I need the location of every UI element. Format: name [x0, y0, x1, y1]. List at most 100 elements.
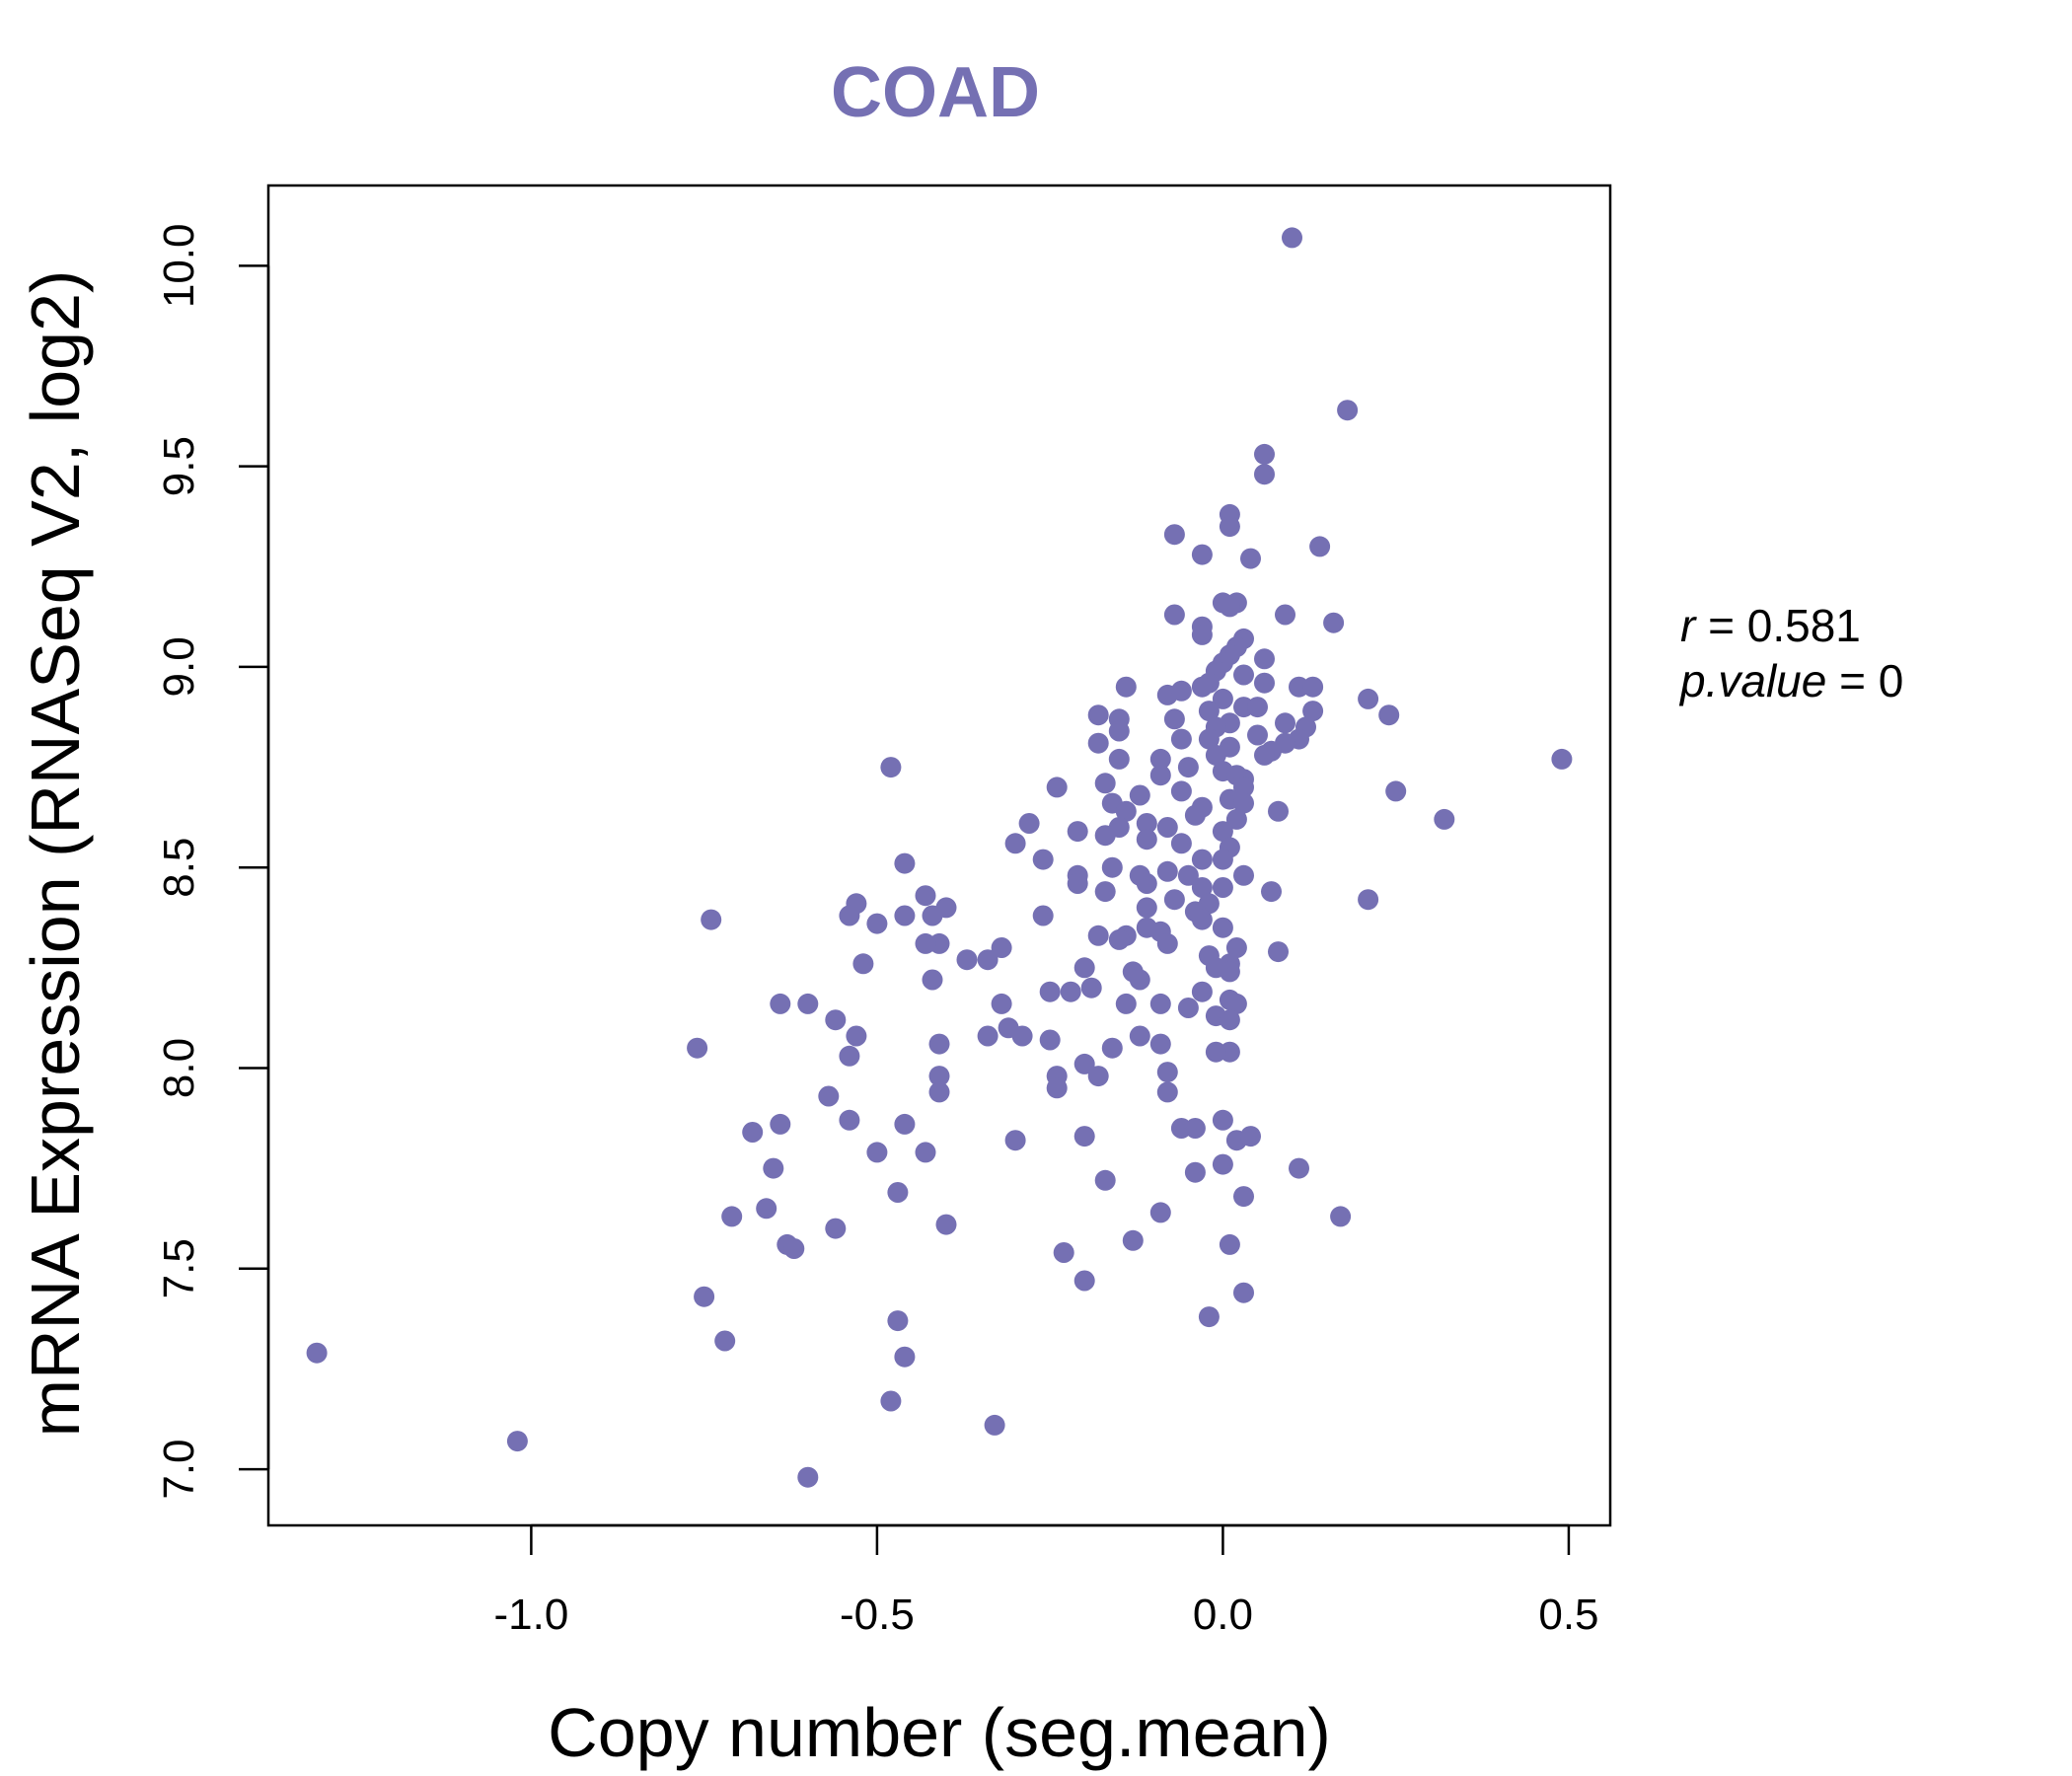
data-point	[1337, 400, 1359, 421]
data-point	[1011, 1025, 1033, 1047]
data-point	[506, 1431, 528, 1452]
data-point	[1233, 864, 1254, 886]
data-point	[701, 909, 722, 930]
data-point	[770, 993, 791, 1014]
data-point	[1191, 676, 1213, 698]
chart-title: COAD	[831, 53, 1040, 132]
data-point	[1149, 748, 1171, 770]
data-point	[1170, 780, 1192, 802]
data-point	[1067, 873, 1088, 894]
data-point	[1177, 864, 1199, 886]
r-value: 0.581	[1747, 600, 1861, 651]
data-point	[1254, 464, 1275, 485]
data-point	[1046, 1077, 1068, 1099]
data-point	[1191, 544, 1213, 565]
data-point	[1233, 792, 1254, 814]
data-point	[1053, 1242, 1074, 1263]
data-point	[1136, 829, 1157, 851]
data-point	[887, 1182, 909, 1203]
data-point	[1247, 697, 1268, 718]
y-axis: 7.0 7.5 8.0 8.5 9.0 9.5 10.0	[155, 223, 270, 1500]
data-point	[1219, 961, 1240, 983]
data-point	[1233, 1186, 1254, 1208]
data-point	[1205, 744, 1226, 766]
data-point	[1205, 1041, 1226, 1063]
data-point	[991, 993, 1012, 1014]
data-point	[1094, 825, 1116, 847]
data-point	[922, 905, 943, 926]
data-point	[1073, 1126, 1095, 1147]
data-point	[1378, 704, 1400, 726]
data-point	[1067, 821, 1088, 843]
data-point	[1254, 672, 1275, 694]
data-point	[1149, 765, 1171, 786]
data-point	[1289, 1157, 1309, 1179]
plot-frame	[266, 184, 1612, 1527]
data-point	[1275, 712, 1295, 734]
data-point	[1018, 813, 1040, 834]
data-point	[1080, 977, 1102, 999]
data-point	[825, 1009, 847, 1031]
y-tick-label: 8.5	[155, 838, 203, 898]
x-axis: -1.0 -0.5 0.0 0.5	[493, 1523, 1599, 1639]
data-point	[1212, 688, 1233, 709]
data-point	[956, 949, 978, 971]
data-point	[1212, 821, 1233, 843]
data-point	[1191, 981, 1213, 1002]
data-point	[1233, 777, 1254, 798]
data-point	[935, 1214, 957, 1235]
data-point	[1004, 1130, 1026, 1151]
pvalue-label: p.value	[1678, 655, 1826, 706]
data-point	[1198, 728, 1220, 750]
data-point	[1225, 993, 1247, 1014]
data-point	[1191, 909, 1213, 930]
data-point	[1149, 993, 1171, 1014]
data-point	[1212, 1153, 1233, 1175]
data-point	[1101, 1037, 1123, 1059]
data-point	[721, 1206, 743, 1227]
data-point	[1060, 981, 1081, 1002]
data-point	[1073, 1270, 1095, 1292]
data-point	[1212, 849, 1233, 870]
data-point	[1163, 524, 1185, 546]
data-point	[1087, 1066, 1109, 1087]
data-point	[1087, 704, 1109, 726]
data-point	[1330, 1206, 1352, 1227]
data-point	[1129, 969, 1150, 991]
data-point	[928, 1081, 950, 1103]
data-point	[915, 932, 936, 954]
data-point	[880, 757, 902, 778]
r-label: r	[1680, 600, 1697, 651]
data-point	[763, 1157, 784, 1179]
data-point	[1191, 877, 1213, 898]
data-point	[1115, 676, 1137, 698]
data-point	[1184, 804, 1206, 826]
data-point	[1136, 897, 1157, 919]
data-point	[1282, 227, 1302, 249]
data-point	[1434, 808, 1455, 830]
data-point	[977, 949, 999, 971]
data-point	[1212, 917, 1233, 938]
data-point	[1198, 1306, 1220, 1328]
data-point	[1177, 757, 1199, 778]
data-point	[1309, 536, 1331, 557]
data-point	[1046, 777, 1068, 798]
data-point	[1385, 780, 1407, 802]
data-point	[928, 1066, 950, 1087]
y-tick-label: 9.0	[155, 636, 203, 697]
data-point	[915, 885, 936, 907]
data-point	[894, 1113, 916, 1135]
data-point	[770, 1113, 791, 1135]
data-point	[1219, 1233, 1240, 1255]
data-point	[1108, 928, 1130, 950]
data-point	[839, 1045, 860, 1067]
data-point	[1094, 773, 1116, 794]
data-point	[839, 1109, 860, 1131]
data-point	[1004, 833, 1026, 854]
data-point	[1191, 849, 1213, 870]
data-point	[1261, 881, 1282, 903]
data-point	[852, 953, 874, 975]
data-point	[1136, 873, 1157, 894]
y-tick-label: 7.5	[155, 1238, 203, 1298]
data-point	[894, 1346, 916, 1368]
